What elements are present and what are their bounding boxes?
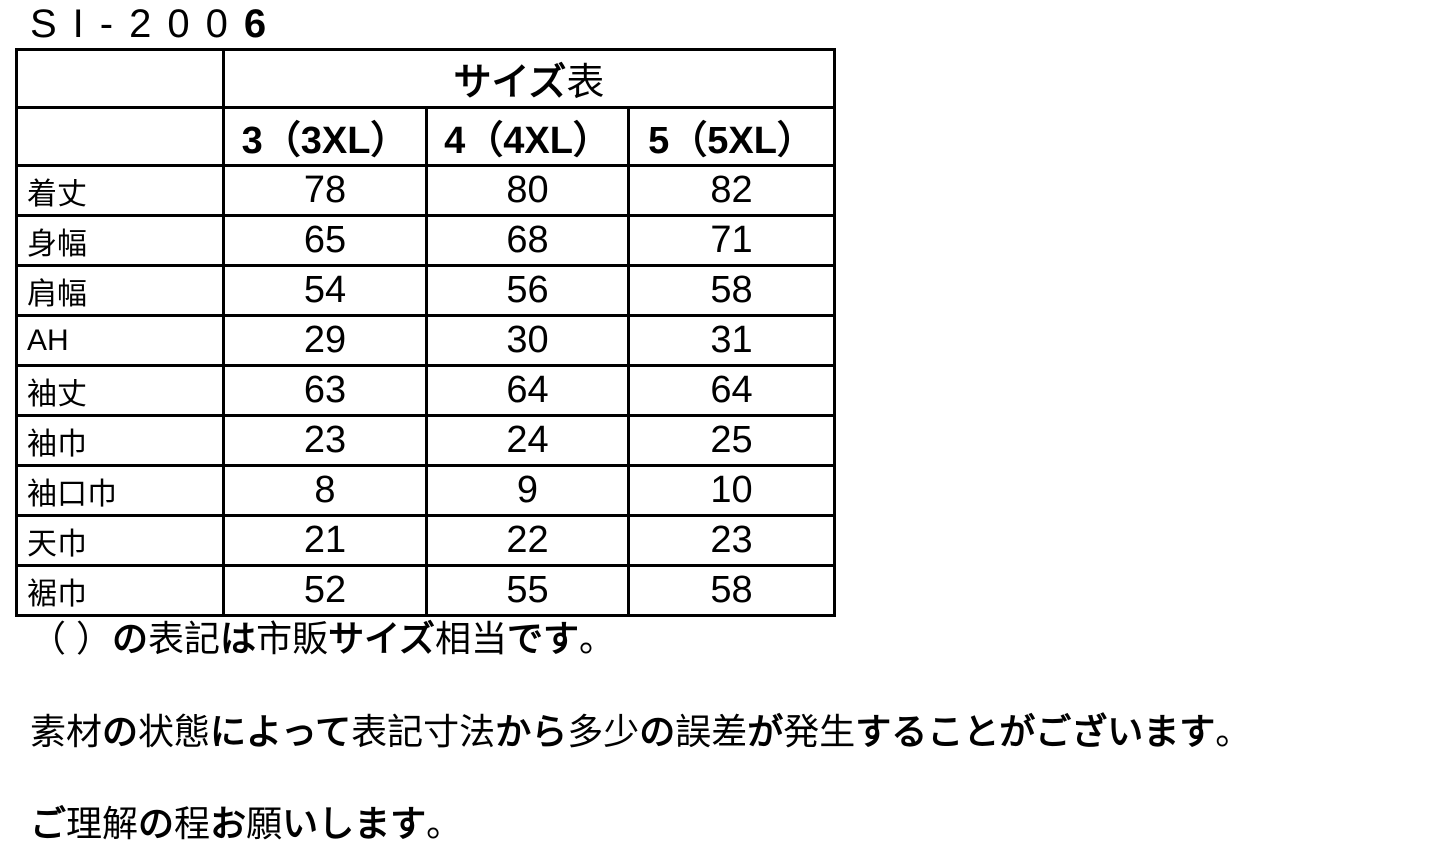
size-value: 63 bbox=[222, 364, 428, 417]
size-value: 78 bbox=[222, 164, 428, 217]
table-caption-row: サイズ表 bbox=[15, 48, 836, 109]
table-row: 袖口巾 8 9 10 bbox=[15, 464, 836, 517]
size-chart-table: サイズ表 3（3XL） 4（4XL） 5（5XL） 着丈 78 80 82 身幅… bbox=[15, 48, 836, 617]
row-label: 袖巾 bbox=[15, 414, 225, 467]
table-row: AH 29 30 31 bbox=[15, 314, 836, 367]
row-label: 着丈 bbox=[15, 164, 225, 217]
size-value: 54 bbox=[222, 264, 428, 317]
size-value: 9 bbox=[425, 464, 630, 517]
size-header-row: 3（3XL） 4（4XL） 5（5XL） bbox=[15, 106, 836, 167]
header-empty-cell bbox=[15, 106, 225, 167]
table-row: 天巾 21 22 23 bbox=[15, 514, 836, 567]
size-value: 82 bbox=[627, 164, 836, 217]
size-value: 23 bbox=[222, 414, 428, 467]
size-value: 71 bbox=[627, 214, 836, 267]
size-value: 64 bbox=[425, 364, 630, 417]
note-understanding-request: ご理解の程お願いします。 bbox=[30, 803, 463, 844]
size-value: 58 bbox=[627, 264, 836, 317]
row-label: 袖丈 bbox=[15, 364, 225, 417]
size-value: 80 bbox=[425, 164, 630, 217]
size-value: 65 bbox=[222, 214, 428, 267]
note-retail-size-equivalent: （ ）の表記は市販サイズ相当です。 bbox=[30, 618, 616, 659]
table-row: 身幅 65 68 71 bbox=[15, 214, 836, 267]
size-value: 22 bbox=[425, 514, 630, 567]
size-value: 68 bbox=[425, 214, 630, 267]
row-label: 袖口巾 bbox=[15, 464, 225, 517]
size-value: 55 bbox=[425, 564, 630, 617]
size-value: 56 bbox=[425, 264, 630, 317]
product-code-title: SI-2006 bbox=[30, 2, 283, 46]
table-row: 肩幅 54 56 58 bbox=[15, 264, 836, 317]
size-header-5xl: 5（5XL） bbox=[627, 106, 836, 167]
table-row: 裾巾 52 55 58 bbox=[15, 564, 836, 617]
size-value: 52 bbox=[222, 564, 428, 617]
table-caption: サイズ表 bbox=[222, 48, 836, 109]
note-measurement-tolerance: 素材の状態によって表記寸法から多少の誤差が発生することがございます。 bbox=[30, 711, 1252, 752]
size-header-4xl: 4（4XL） bbox=[425, 106, 630, 167]
row-label: 肩幅 bbox=[15, 264, 225, 317]
table-row: 着丈 78 80 82 bbox=[15, 164, 836, 217]
row-label: AH bbox=[15, 314, 225, 367]
size-value: 10 bbox=[627, 464, 836, 517]
table-row: 袖丈 63 64 64 bbox=[15, 364, 836, 417]
size-header-3xl: 3（3XL） bbox=[222, 106, 428, 167]
row-label: 裾巾 bbox=[15, 564, 225, 617]
size-value: 24 bbox=[425, 414, 630, 467]
size-value: 31 bbox=[627, 314, 836, 367]
size-value: 21 bbox=[222, 514, 428, 567]
size-value: 25 bbox=[627, 414, 836, 467]
row-label: 天巾 bbox=[15, 514, 225, 567]
size-value: 30 bbox=[425, 314, 630, 367]
size-value: 58 bbox=[627, 564, 836, 617]
size-value: 64 bbox=[627, 364, 836, 417]
size-value: 29 bbox=[222, 314, 428, 367]
caption-spacer-cell bbox=[15, 48, 225, 109]
row-label: 身幅 bbox=[15, 214, 225, 267]
size-value: 23 bbox=[627, 514, 836, 567]
size-value: 8 bbox=[222, 464, 428, 517]
table-row: 袖巾 23 24 25 bbox=[15, 414, 836, 467]
